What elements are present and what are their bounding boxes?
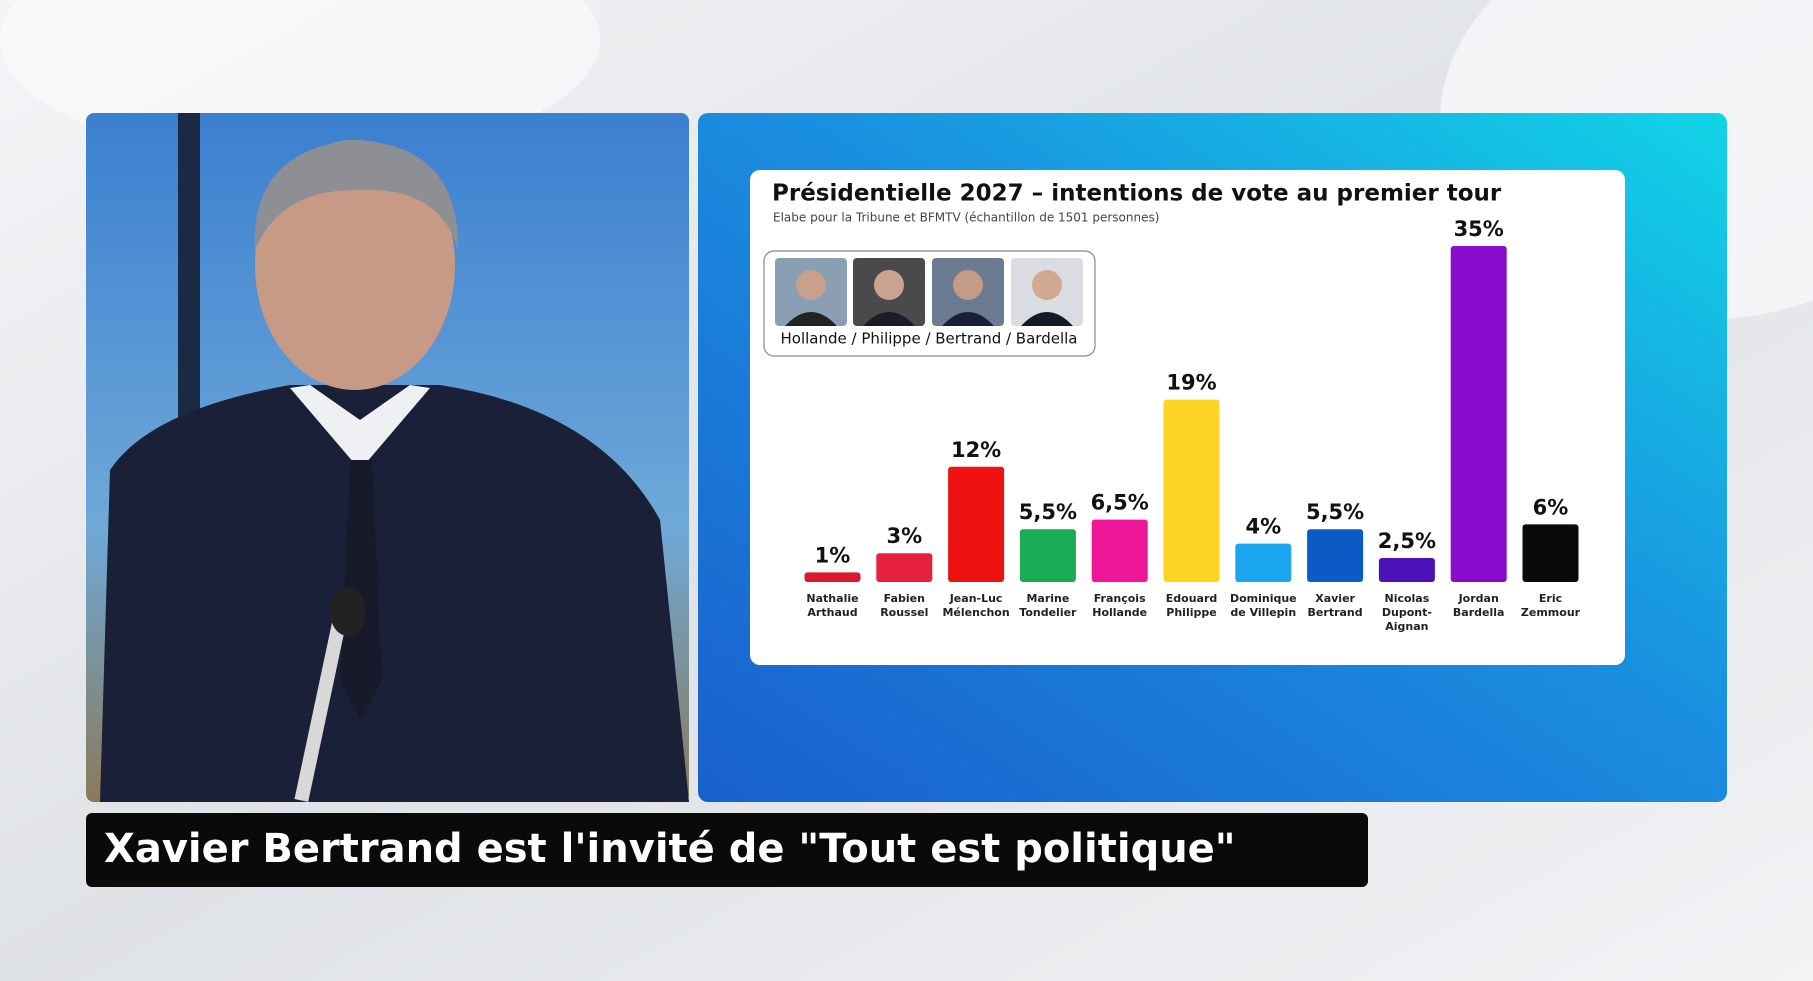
category-label: Marine Tondelier — [1019, 592, 1077, 619]
category-label: Dominique de Villepin — [1229, 592, 1297, 619]
value-label: 4% — [1245, 515, 1281, 539]
bar — [948, 466, 1005, 582]
legend-box: Hollande / Philippe / Bertrand / Bardell… — [763, 250, 1096, 357]
video-panel — [86, 113, 689, 802]
value-label: 19% — [1166, 371, 1216, 395]
bar — [1450, 246, 1507, 582]
value-label: 5,5% — [1019, 500, 1077, 524]
bar — [804, 572, 861, 582]
chart-title: Présidentielle 2027 – intentions de vote… — [772, 181, 1502, 207]
category-label: Eric Zemmour — [1520, 592, 1581, 619]
value-label: 5,5% — [1306, 500, 1364, 524]
value-label: 35% — [1454, 217, 1504, 241]
category-label: Nicolas Dupont-Aignan — [1381, 592, 1432, 633]
value-label: 12% — [951, 438, 1001, 462]
bar — [1378, 558, 1435, 582]
bar — [1163, 399, 1220, 582]
bar — [1091, 519, 1148, 582]
bar — [1019, 529, 1076, 582]
value-label: 6% — [1533, 495, 1569, 519]
category-label: Xavier Bertrand — [1307, 592, 1363, 619]
caption: Xavier Bertrand est l'invité de "Tout es… — [104, 826, 1236, 872]
category-label: Jean-Luc Mélenchon — [942, 592, 1010, 619]
bar — [1307, 529, 1364, 582]
category-label: Edouard Philippe — [1165, 592, 1218, 619]
value-label: 6,5% — [1091, 491, 1149, 515]
bar — [1235, 543, 1292, 582]
caption-box — [86, 813, 1368, 887]
category-label: François Hollande — [1092, 592, 1148, 619]
value-label: 2,5% — [1378, 529, 1436, 553]
bar — [876, 553, 933, 582]
value-label: 3% — [886, 524, 922, 548]
category-label: Fabien Roussel — [880, 592, 929, 619]
chart-subtitle: Elabe pour la Tribune et BFMTV (échantil… — [773, 211, 1159, 225]
category-label: Jordan Bardella — [1452, 592, 1505, 619]
category-label: Nathalie Arthaud — [806, 592, 859, 619]
legend-label: Hollande / Philippe / Bertrand / Bardell… — [781, 330, 1078, 348]
value-label: 1% — [815, 543, 851, 567]
bar — [1522, 524, 1579, 582]
